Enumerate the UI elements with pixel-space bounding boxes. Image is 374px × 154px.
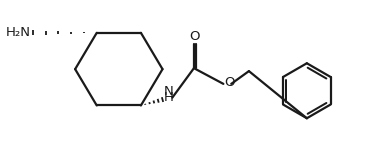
Text: H₂N: H₂N [6,26,31,39]
Text: O: O [190,30,200,43]
Text: H: H [163,91,174,105]
Text: N: N [163,85,173,98]
Text: O: O [224,76,235,89]
